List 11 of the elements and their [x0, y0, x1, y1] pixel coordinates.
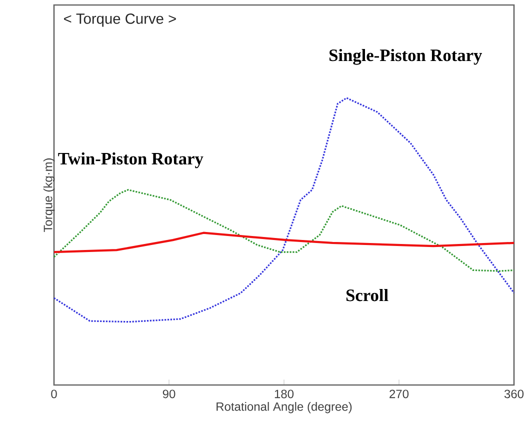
x-tick-label: 360 [504, 390, 524, 398]
x-tick-label: 270 [390, 390, 409, 398]
y-axis-title: Torque (kg·m) [43, 158, 55, 232]
text: Scroll [346, 289, 388, 302]
series-label: Twin-Piston Rotary [58, 152, 204, 168]
chart-title: < Torque Curve > [64, 14, 176, 27]
x-tick-label: 90 [162, 390, 176, 398]
x-tick-label: 0 [51, 390, 57, 398]
x-axis-title: Rotational Angle (degree) [216, 402, 352, 414]
text: Single-Piston Rotary [330, 48, 482, 65]
x-tick-label: 180 [274, 390, 294, 398]
